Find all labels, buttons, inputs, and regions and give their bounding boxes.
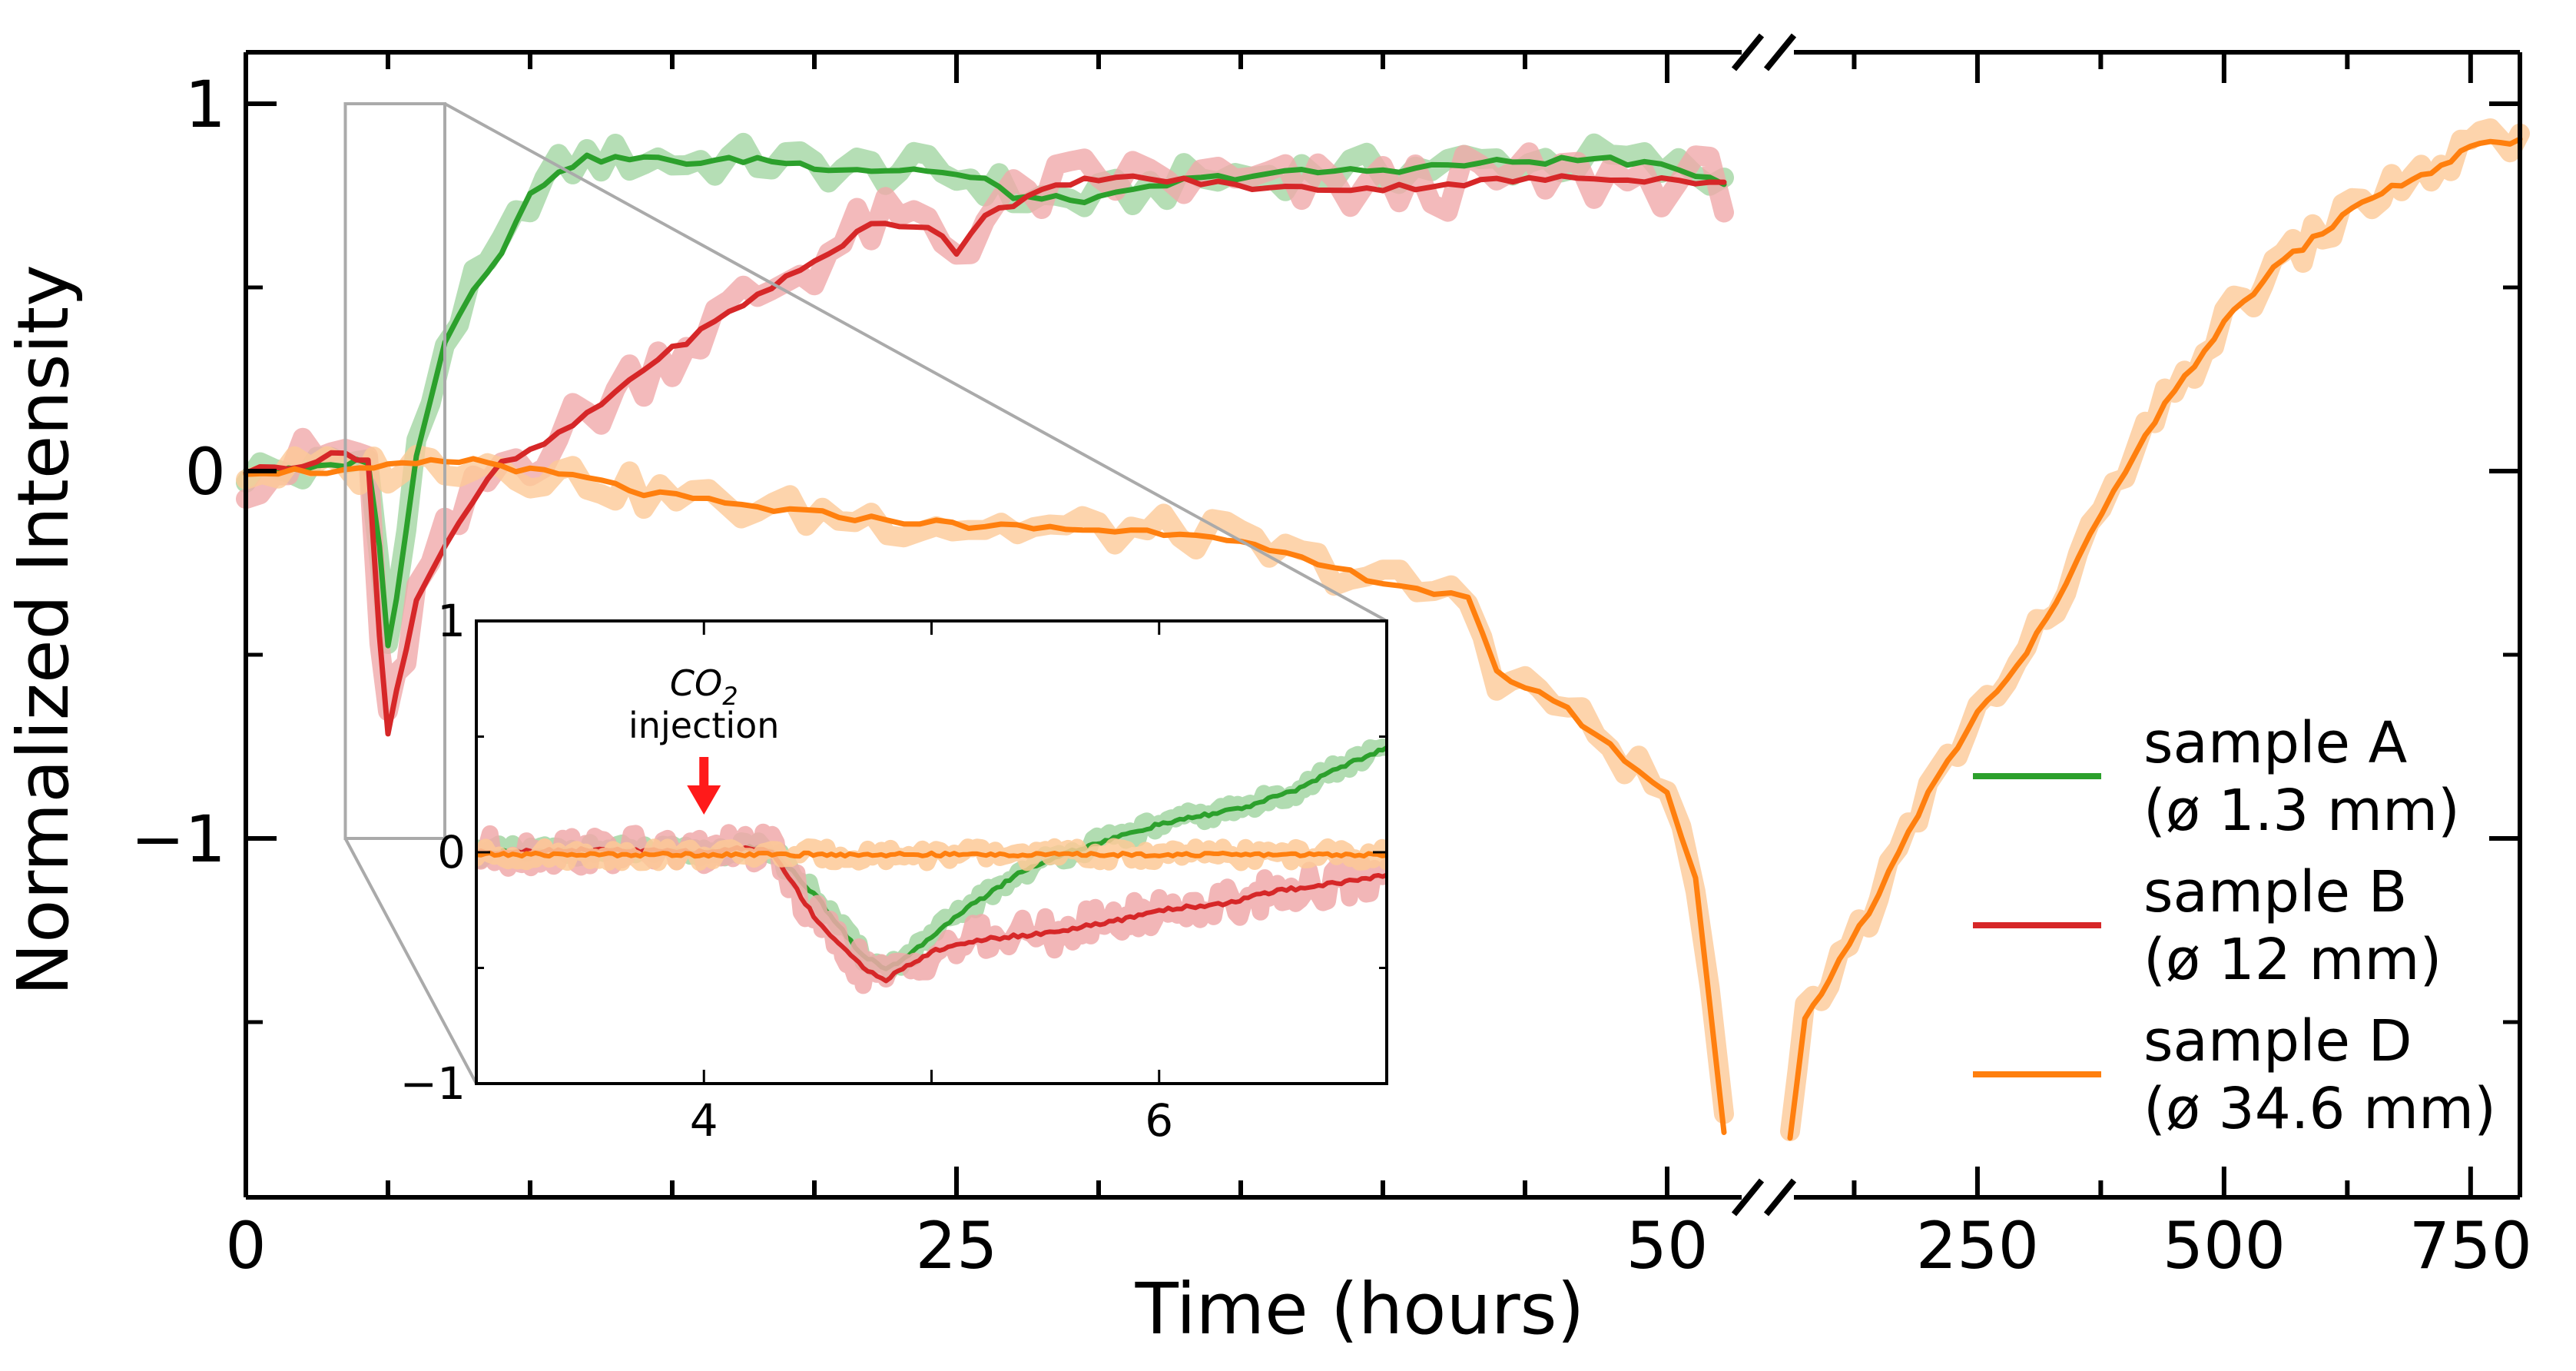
series-lines [243, 136, 2523, 1141]
sample-d-line [1787, 136, 2523, 1141]
inset-x-tick-label: 6 [1145, 1094, 1173, 1147]
y-tick-label: 1 [185, 67, 226, 142]
inset-x-tick-label: 4 [690, 1094, 718, 1147]
axis-break-mark [1763, 33, 1797, 71]
sample-b-line [243, 173, 1727, 737]
zoom-indicator [343, 102, 1387, 1084]
legend-sublabel: (ø 34.6 mm) [2143, 1076, 2496, 1142]
sample-d-line [243, 456, 1727, 1135]
axes: 1 0 −1 0 25 50 250 500 750 [131, 33, 2532, 1283]
x-tick-label: 250 [1916, 1208, 2039, 1283]
y-tick-label: 0 [185, 434, 226, 510]
legend: sample A(ø 1.3 mm) sample B(ø 12 mm) sampl… [1973, 710, 2496, 1142]
legend-label: sample B [2143, 859, 2407, 925]
y-axis-label: Normalized Intensity [2, 264, 85, 995]
legend-label: sample D [2143, 1008, 2412, 1074]
axis-break-mark [1731, 1178, 1765, 1217]
inset-y-tick-label: 0 [437, 826, 466, 878]
sample-b-inset-band [476, 823, 1387, 994]
sample-d-inset-line [476, 850, 1387, 859]
annotation-injection: injection [628, 705, 779, 746]
sample-a-line [243, 152, 1727, 649]
annotation-co2-subscript: 2 [722, 682, 738, 711]
y-tick-label: −1 [131, 802, 226, 877]
legend-sublabel: (ø 1.3 mm) [2143, 778, 2460, 844]
axis-break-mark [1763, 1178, 1797, 1217]
sample-b-band [236, 142, 1734, 722]
legend-label: sample A [2143, 710, 2408, 776]
inset-y-tick-label: −1 [400, 1057, 466, 1110]
legend-sublabel: (ø 12 mm) [2143, 927, 2442, 993]
zoom-connector [343, 838, 478, 1084]
x-axis-label: Time (hours) [1135, 1268, 1585, 1350]
x-tick-label: 500 [2163, 1208, 2286, 1283]
inset-y-tick-label: 1 [437, 595, 466, 647]
axis-break-mark [1731, 33, 1765, 71]
x-tick-label: 0 [225, 1208, 266, 1283]
zoom-box [343, 102, 446, 840]
inset-series [476, 739, 1387, 994]
x-tick-label: 50 [1626, 1208, 1709, 1283]
x-tick-label: 750 [2409, 1208, 2532, 1283]
x-tick-label: 25 [916, 1208, 998, 1283]
annotation-arrow-head [687, 785, 721, 815]
zoom-connector [444, 102, 1387, 622]
